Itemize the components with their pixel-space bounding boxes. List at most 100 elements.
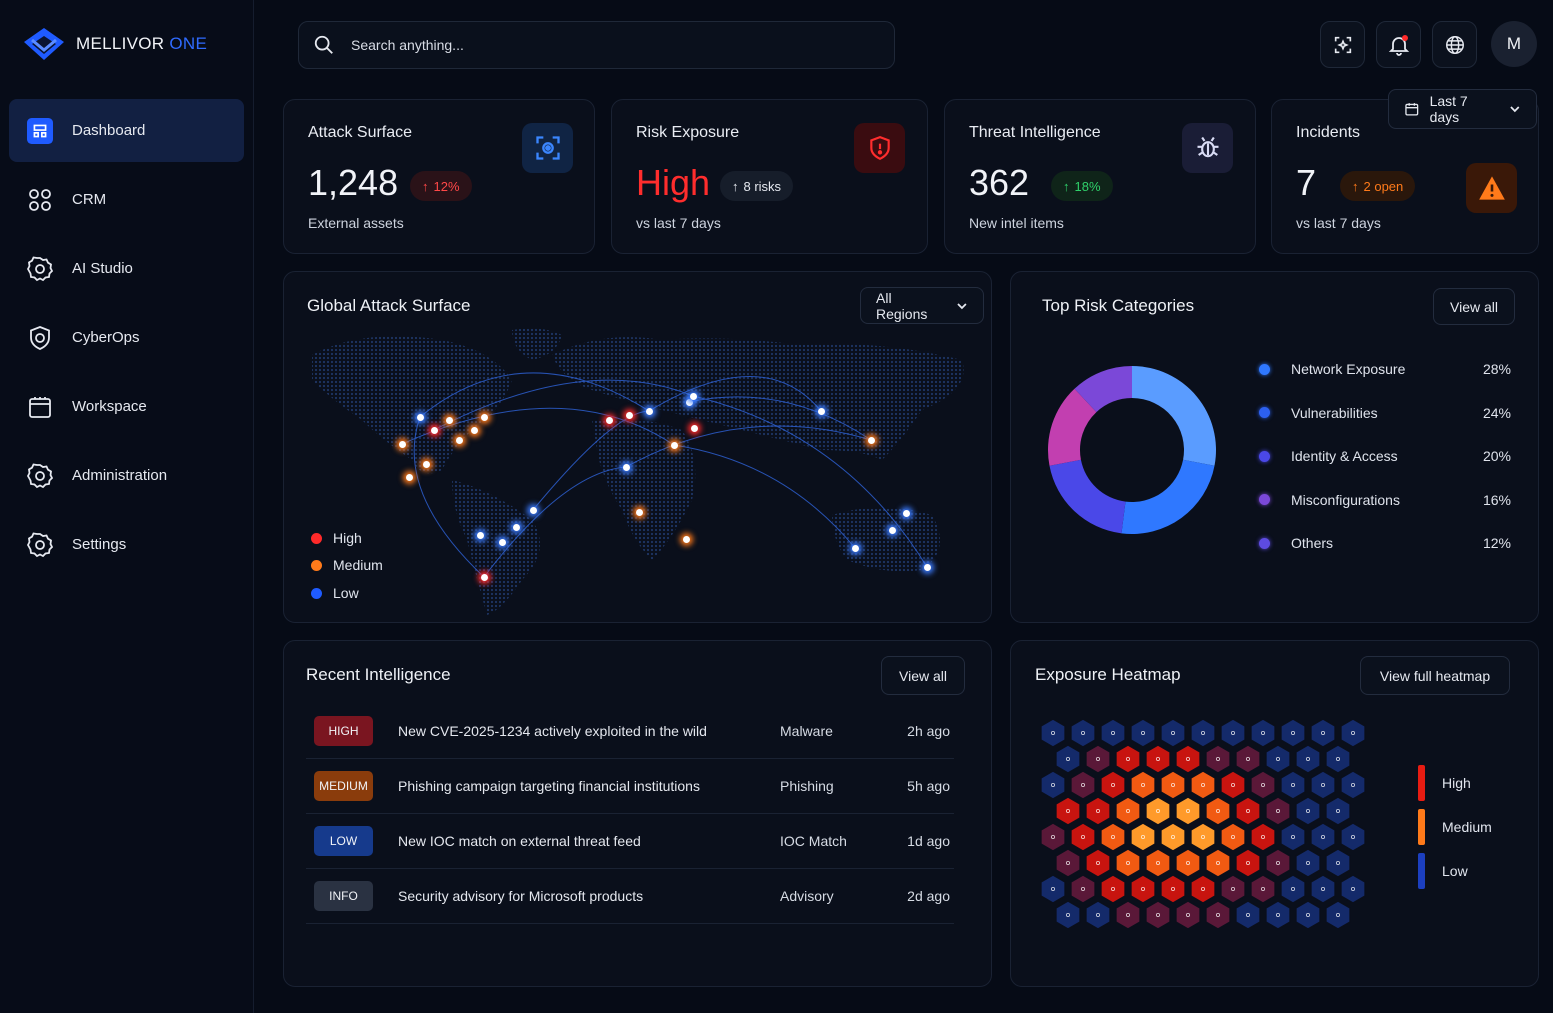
heatmap-cell[interactable]	[1070, 770, 1096, 800]
heatmap-cell[interactable]	[1250, 719, 1276, 748]
map-marker[interactable]	[903, 510, 910, 517]
heatmap-cell[interactable]	[1115, 744, 1141, 774]
table-row[interactable]: MEDIUM Phishing campaign targeting financ…	[306, 759, 954, 814]
map-marker[interactable]	[477, 532, 484, 539]
risk-category-row[interactable]: Others 12%	[1259, 535, 1511, 551]
sidebar-item-administration[interactable]: Administration	[9, 444, 244, 507]
map-marker[interactable]	[481, 414, 488, 421]
map-marker[interactable]	[636, 509, 643, 516]
view-all-intel-button[interactable]: View all	[881, 656, 965, 695]
heatmap-cell[interactable]	[1190, 719, 1216, 748]
heatmap-cell[interactable]	[1160, 874, 1186, 904]
sidebar-item-ai-studio[interactable]: AI Studio	[9, 237, 244, 300]
risk-category-row[interactable]: Misconfigurations 16%	[1259, 492, 1511, 508]
heatmap-cell[interactable]	[1040, 770, 1066, 800]
map-marker[interactable]	[417, 414, 424, 421]
heatmap-cell[interactable]	[1130, 822, 1156, 852]
risk-category-row[interactable]: Network Exposure 28%	[1259, 361, 1511, 377]
heatmap-cell[interactable]	[1145, 900, 1171, 930]
language-button[interactable]	[1432, 21, 1477, 68]
map-marker[interactable]	[456, 437, 463, 444]
heatmap-cell[interactable]	[1070, 822, 1096, 852]
map-marker[interactable]	[423, 461, 430, 468]
heatmap-cell[interactable]	[1220, 719, 1246, 748]
heatmap-cell[interactable]	[1040, 719, 1066, 748]
heatmap-cell[interactable]	[1100, 719, 1126, 748]
sidebar-item-dashboard[interactable]: Dashboard	[9, 99, 244, 162]
heatmap-cell[interactable]	[1055, 744, 1081, 774]
map-marker[interactable]	[513, 524, 520, 531]
search-bar[interactable]	[298, 21, 895, 69]
heatmap-cell[interactable]	[1265, 900, 1291, 930]
map-marker[interactable]	[683, 536, 690, 543]
heatmap-cell[interactable]	[1235, 744, 1261, 774]
map-marker[interactable]	[646, 408, 653, 415]
heatmap-cell[interactable]	[1100, 874, 1126, 904]
donut-slice-others[interactable]	[1074, 366, 1132, 413]
heatmap-cell[interactable]	[1340, 770, 1366, 800]
map-marker[interactable]	[686, 399, 693, 406]
heatmap-cell[interactable]	[1235, 796, 1261, 826]
heatmap-cell[interactable]	[1325, 744, 1351, 774]
table-row[interactable]: LOW New IOC match on external threat feed…	[306, 814, 954, 869]
table-row[interactable]: INFO Security advisory for Microsoft prod…	[306, 869, 954, 924]
heatmap-cell[interactable]	[1310, 822, 1336, 852]
heatmap-cell[interactable]	[1145, 744, 1171, 774]
map-marker[interactable]	[406, 474, 413, 481]
heatmap-cell[interactable]	[1160, 719, 1186, 748]
heatmap-cell[interactable]	[1040, 874, 1066, 904]
map-marker[interactable]	[868, 437, 875, 444]
heatmap-cell[interactable]	[1055, 848, 1081, 878]
heatmap-cell[interactable]	[1325, 900, 1351, 930]
heatmap-cell[interactable]	[1070, 719, 1096, 748]
sidebar-item-settings[interactable]: Settings	[9, 513, 244, 576]
donut-slice-network-exposure[interactable]	[1132, 366, 1216, 466]
heatmap-cell[interactable]	[1130, 874, 1156, 904]
heatmap-cell[interactable]	[1145, 848, 1171, 878]
heatmap-cell[interactable]	[1280, 874, 1306, 904]
heatmap-cell[interactable]	[1205, 900, 1231, 930]
heatmap-cell[interactable]	[1085, 848, 1111, 878]
heatmap-cell[interactable]	[1265, 796, 1291, 826]
map-marker[interactable]	[818, 408, 825, 415]
heatmap-cell[interactable]	[1325, 848, 1351, 878]
heatmap-cell[interactable]	[1295, 744, 1321, 774]
heatmap-cell[interactable]	[1250, 874, 1276, 904]
heatmap-cell[interactable]	[1310, 719, 1336, 748]
heatmap-cell[interactable]	[1070, 874, 1096, 904]
heatmap-cell[interactable]	[1190, 874, 1216, 904]
heatmap-cell[interactable]	[1100, 770, 1126, 800]
heatmap-cell[interactable]	[1130, 719, 1156, 748]
heatmap-cell[interactable]	[1160, 822, 1186, 852]
heatmap-cell[interactable]	[1115, 796, 1141, 826]
heatmap-cell[interactable]	[1055, 796, 1081, 826]
donut-slice-identity-access[interactable]	[1049, 459, 1126, 534]
heatmap-cell[interactable]	[1280, 770, 1306, 800]
heatmap-cell[interactable]	[1325, 796, 1351, 826]
map-marker[interactable]	[399, 441, 406, 448]
map-marker[interactable]	[671, 442, 678, 449]
heatmap-cell[interactable]	[1190, 770, 1216, 800]
capture-button[interactable]	[1320, 21, 1365, 68]
map-marker[interactable]	[690, 393, 697, 400]
date-range-select[interactable]: Last 7 days	[1388, 89, 1537, 129]
notifications-button[interactable]	[1376, 21, 1421, 68]
heatmap-cell[interactable]	[1085, 900, 1111, 930]
heatmap-cell[interactable]	[1220, 770, 1246, 800]
risk-category-row[interactable]: Identity & Access 20%	[1259, 448, 1511, 464]
heatmap-cell[interactable]	[1175, 848, 1201, 878]
heatmap-cell[interactable]	[1145, 796, 1171, 826]
sidebar-item-cyberops[interactable]: CyberOps	[9, 306, 244, 369]
map-marker[interactable]	[626, 412, 633, 419]
brand-logo[interactable]: MELLIVOR ONE	[22, 26, 207, 62]
heatmap-cell[interactable]	[1265, 848, 1291, 878]
heatmap-cell[interactable]	[1130, 770, 1156, 800]
heatmap-cell[interactable]	[1160, 770, 1186, 800]
risk-category-row[interactable]: Vulnerabilities 24%	[1259, 405, 1511, 421]
heatmap-cell[interactable]	[1040, 822, 1066, 852]
heatmap-cell[interactable]	[1340, 822, 1366, 852]
user-avatar[interactable]: M	[1491, 21, 1537, 67]
heatmap-cell[interactable]	[1175, 900, 1201, 930]
heatmap-cell[interactable]	[1295, 796, 1321, 826]
donut-slice-misconfigurations[interactable]	[1048, 388, 1097, 466]
